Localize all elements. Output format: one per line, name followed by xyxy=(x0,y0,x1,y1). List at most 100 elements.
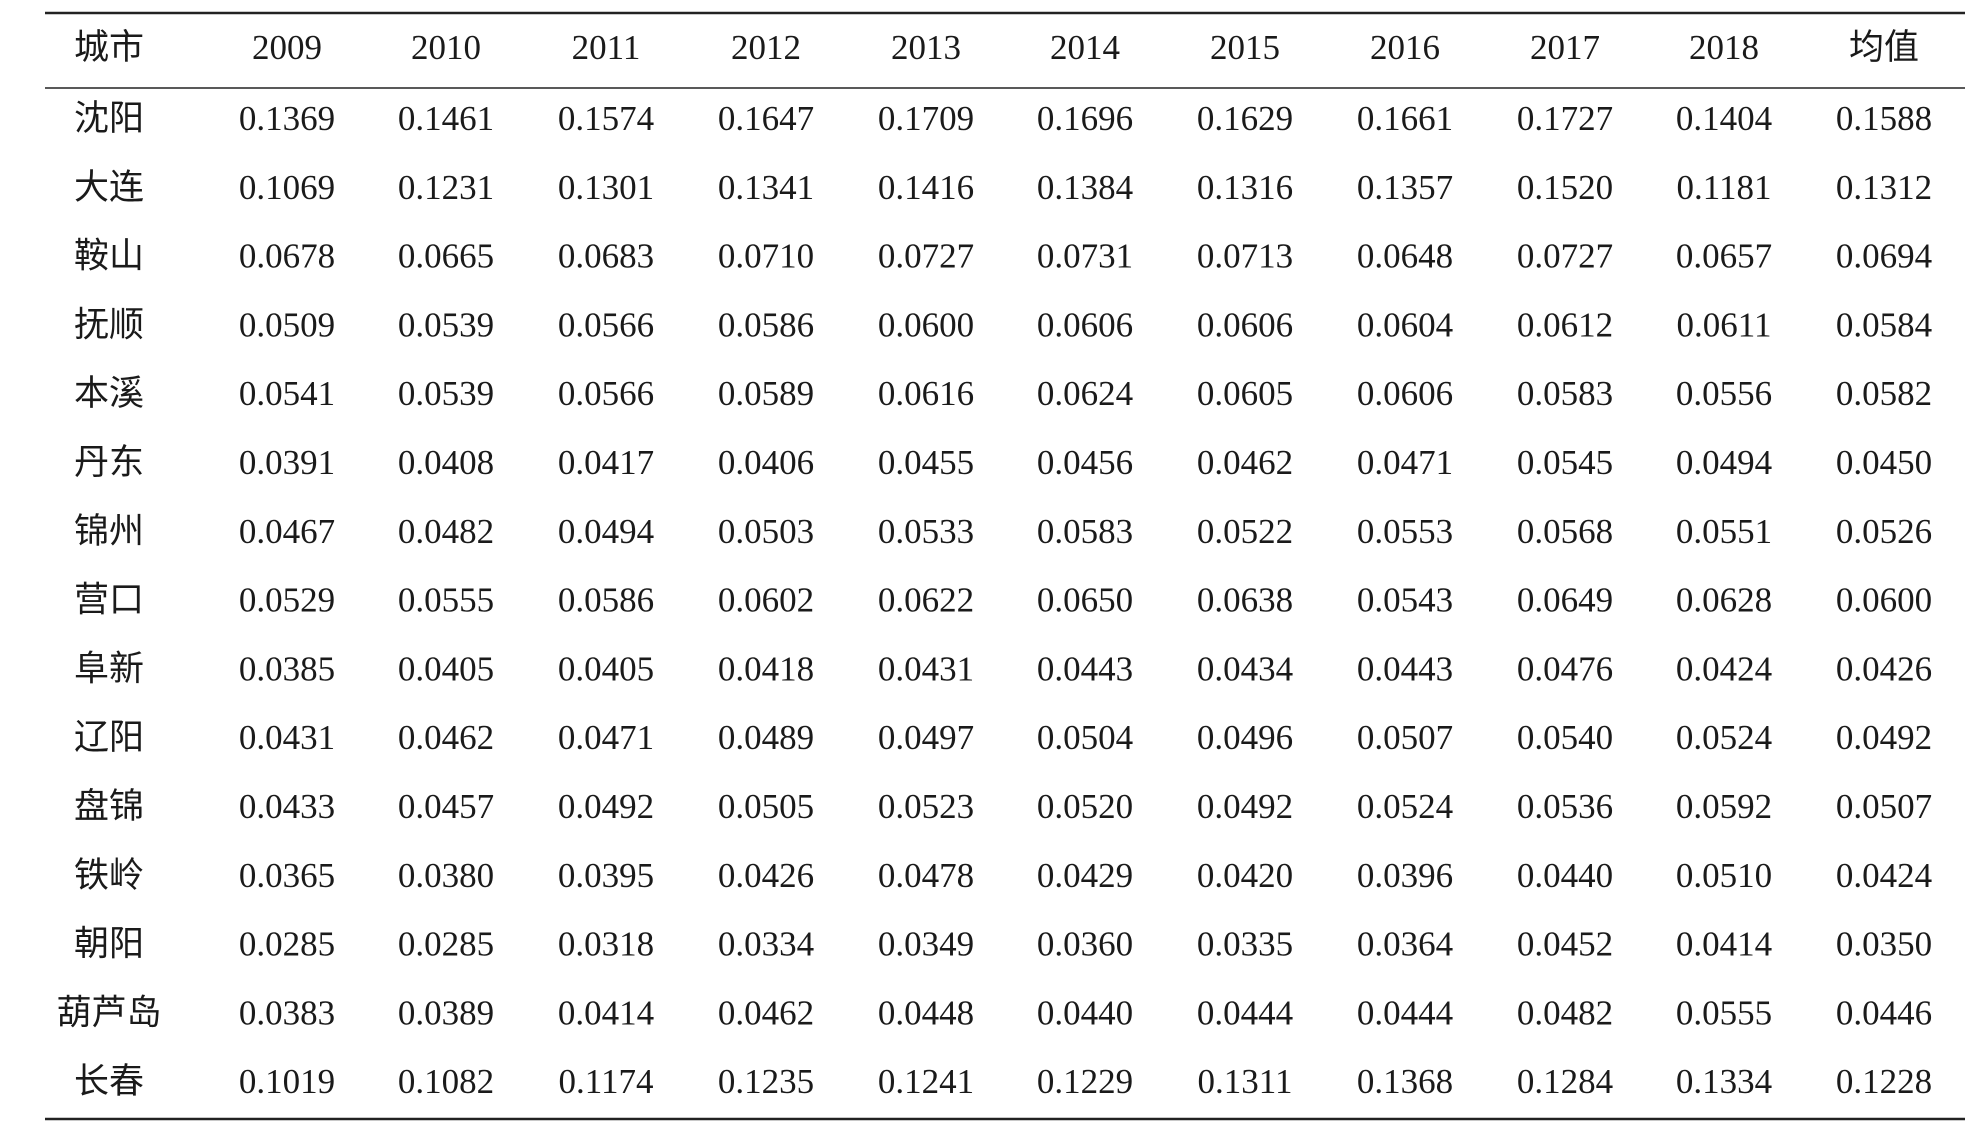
cell: 0.0683 xyxy=(558,237,654,276)
cell: 0.0455 xyxy=(878,443,974,482)
cell: 0.0497 xyxy=(878,718,974,757)
cell: 0.0426 xyxy=(718,856,814,895)
cell: 0.0414 xyxy=(1676,925,1772,964)
cell: 0.1316 xyxy=(1197,168,1293,207)
cell: 0.0509 xyxy=(239,305,335,344)
cell: 0.0586 xyxy=(558,581,654,620)
cell: 0.0405 xyxy=(558,649,654,688)
cell: 0.0543 xyxy=(1357,581,1453,620)
cell: 0.0600 xyxy=(878,305,974,344)
cell: 0.0710 xyxy=(718,237,814,276)
cell: 0.1647 xyxy=(718,99,814,138)
cell: 0.0713 xyxy=(1197,237,1293,276)
cell: 0.0533 xyxy=(878,512,974,551)
cell: 0.0365 xyxy=(239,856,335,895)
cell: 0.0551 xyxy=(1676,512,1772,551)
cell: 0.0604 xyxy=(1357,305,1453,344)
cell: 0.1228 xyxy=(1836,1062,1932,1101)
cell: 0.0335 xyxy=(1197,925,1293,964)
cell: 0.1231 xyxy=(398,168,494,207)
cell: 0.0648 xyxy=(1357,237,1453,276)
cell: 0.0582 xyxy=(1836,374,1932,413)
cell: 0.0522 xyxy=(1197,512,1293,551)
row-label: 丹东 xyxy=(74,443,144,482)
row-label: 葫芦岛 xyxy=(56,993,161,1032)
cell: 0.0350 xyxy=(1836,925,1932,964)
cell: 0.0334 xyxy=(718,925,814,964)
cell: 0.0385 xyxy=(239,649,335,688)
cell: 0.0539 xyxy=(398,305,494,344)
cell: 0.0503 xyxy=(718,512,814,551)
cell: 0.0349 xyxy=(878,925,974,964)
cell: 0.0383 xyxy=(239,993,335,1032)
cell: 0.0649 xyxy=(1517,581,1613,620)
cell: 0.0443 xyxy=(1357,649,1453,688)
row-label: 抚顺 xyxy=(74,305,144,344)
cell: 0.0496 xyxy=(1197,718,1293,757)
cell: 0.0555 xyxy=(1676,993,1772,1032)
cell: 0.1019 xyxy=(239,1062,335,1101)
row-label: 朝阳 xyxy=(74,925,144,964)
cell: 0.0395 xyxy=(558,856,654,895)
cell: 0.0431 xyxy=(239,718,335,757)
cell: 0.0529 xyxy=(239,581,335,620)
cell: 0.0665 xyxy=(398,237,494,276)
cell: 0.0540 xyxy=(1517,718,1613,757)
cell: 0.1369 xyxy=(239,99,335,138)
cell: 0.0727 xyxy=(878,237,974,276)
cell: 0.1588 xyxy=(1836,99,1932,138)
cell: 0.0285 xyxy=(398,925,494,964)
cell: 0.1301 xyxy=(558,168,654,207)
cell: 0.0492 xyxy=(1836,718,1932,757)
cell: 0.0606 xyxy=(1357,374,1453,413)
cell: 0.0523 xyxy=(878,787,974,826)
cell: 0.0462 xyxy=(718,993,814,1032)
header-cell: 2013 xyxy=(891,28,961,67)
row-label: 锦州 xyxy=(74,512,144,551)
cell: 0.1312 xyxy=(1836,168,1932,207)
cell: 0.0583 xyxy=(1037,512,1133,551)
cell: 0.1334 xyxy=(1676,1062,1772,1101)
cell: 0.0471 xyxy=(1357,443,1453,482)
cell: 0.0507 xyxy=(1836,787,1932,826)
cell: 0.1341 xyxy=(718,168,814,207)
cell: 0.0424 xyxy=(1836,856,1932,895)
cell: 0.0605 xyxy=(1197,374,1293,413)
header-cell: 城市 xyxy=(74,28,144,67)
cell: 0.0494 xyxy=(1676,443,1772,482)
header-cell: 2018 xyxy=(1689,28,1759,67)
row-label: 长春 xyxy=(74,1062,144,1101)
cell: 0.0492 xyxy=(1197,787,1293,826)
row-label: 阜新 xyxy=(74,649,144,688)
cell: 0.0566 xyxy=(558,305,654,344)
cell: 0.0433 xyxy=(239,787,335,826)
cell: 0.0657 xyxy=(1676,237,1772,276)
cell: 0.1461 xyxy=(398,99,494,138)
header-cell: 2011 xyxy=(572,28,641,67)
cell: 0.0471 xyxy=(558,718,654,757)
cell: 0.1709 xyxy=(878,99,974,138)
row-label: 鞍山 xyxy=(74,237,144,276)
cell: 0.0694 xyxy=(1836,237,1932,276)
cell: 0.0524 xyxy=(1357,787,1453,826)
cell: 0.0678 xyxy=(239,237,335,276)
cell: 0.0556 xyxy=(1676,374,1772,413)
cell: 0.0524 xyxy=(1676,718,1772,757)
row-label: 辽阳 xyxy=(74,718,144,757)
cell: 0.0443 xyxy=(1037,649,1133,688)
row-label: 盘锦 xyxy=(74,787,144,826)
cell: 0.0444 xyxy=(1357,993,1453,1032)
cell: 0.1696 xyxy=(1037,99,1133,138)
cell: 0.0476 xyxy=(1517,649,1613,688)
cell: 0.0380 xyxy=(398,856,494,895)
cell: 0.0510 xyxy=(1676,856,1772,895)
cell: 0.0478 xyxy=(878,856,974,895)
header-cell: 2009 xyxy=(252,28,322,67)
cell: 0.0408 xyxy=(398,443,494,482)
cell: 0.0541 xyxy=(239,374,335,413)
cell: 0.0638 xyxy=(1197,581,1293,620)
cell: 0.0462 xyxy=(1197,443,1293,482)
cell: 0.1174 xyxy=(559,1062,654,1101)
cell: 0.0624 xyxy=(1037,374,1133,413)
